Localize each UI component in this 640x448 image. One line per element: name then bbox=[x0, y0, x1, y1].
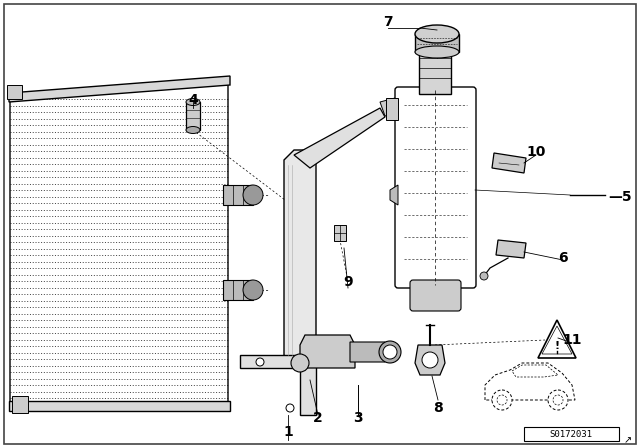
Circle shape bbox=[480, 272, 488, 280]
Circle shape bbox=[379, 341, 401, 363]
Text: 9: 9 bbox=[343, 275, 353, 289]
Polygon shape bbox=[386, 98, 398, 120]
Circle shape bbox=[497, 395, 507, 405]
Polygon shape bbox=[9, 76, 230, 102]
Circle shape bbox=[256, 358, 264, 366]
Polygon shape bbox=[223, 185, 253, 205]
Polygon shape bbox=[415, 34, 459, 52]
Text: 8: 8 bbox=[433, 401, 443, 415]
Polygon shape bbox=[538, 320, 576, 358]
Text: ↗: ↗ bbox=[624, 435, 632, 445]
Text: !: ! bbox=[554, 341, 559, 351]
Circle shape bbox=[243, 280, 263, 300]
Polygon shape bbox=[223, 280, 253, 300]
Polygon shape bbox=[415, 345, 445, 375]
Text: 4: 4 bbox=[188, 93, 198, 107]
Circle shape bbox=[243, 185, 263, 205]
Polygon shape bbox=[350, 342, 390, 362]
Text: 6: 6 bbox=[558, 251, 568, 265]
Text: —5: —5 bbox=[608, 190, 632, 204]
Circle shape bbox=[286, 404, 294, 412]
Polygon shape bbox=[9, 401, 230, 411]
Polygon shape bbox=[380, 98, 400, 116]
Polygon shape bbox=[485, 363, 575, 400]
Circle shape bbox=[422, 352, 438, 368]
Polygon shape bbox=[512, 365, 558, 377]
FancyBboxPatch shape bbox=[410, 280, 461, 311]
Ellipse shape bbox=[186, 99, 200, 105]
FancyBboxPatch shape bbox=[395, 87, 476, 288]
Text: 1: 1 bbox=[283, 425, 293, 439]
Polygon shape bbox=[390, 185, 398, 205]
Polygon shape bbox=[240, 355, 316, 415]
Polygon shape bbox=[10, 78, 228, 408]
Text: 11: 11 bbox=[563, 333, 582, 347]
Polygon shape bbox=[496, 240, 526, 258]
Text: S0172031: S0172031 bbox=[550, 430, 593, 439]
Polygon shape bbox=[12, 396, 28, 413]
Polygon shape bbox=[492, 153, 526, 173]
Circle shape bbox=[548, 390, 568, 410]
Polygon shape bbox=[300, 335, 355, 368]
Text: 7: 7 bbox=[383, 15, 393, 29]
Text: 10: 10 bbox=[526, 145, 546, 159]
Ellipse shape bbox=[415, 46, 459, 58]
Polygon shape bbox=[284, 150, 316, 365]
Circle shape bbox=[291, 354, 309, 372]
Circle shape bbox=[383, 345, 397, 359]
Text: 3: 3 bbox=[353, 411, 363, 425]
Polygon shape bbox=[294, 108, 385, 168]
Ellipse shape bbox=[186, 126, 200, 134]
Text: 2: 2 bbox=[313, 411, 323, 425]
Circle shape bbox=[492, 390, 512, 410]
Circle shape bbox=[553, 395, 563, 405]
Polygon shape bbox=[186, 102, 200, 130]
Polygon shape bbox=[7, 85, 22, 99]
Ellipse shape bbox=[415, 25, 459, 43]
Bar bbox=[524, 427, 619, 441]
Bar bbox=[419, 52, 451, 94]
Polygon shape bbox=[334, 225, 346, 241]
Polygon shape bbox=[542, 326, 572, 354]
